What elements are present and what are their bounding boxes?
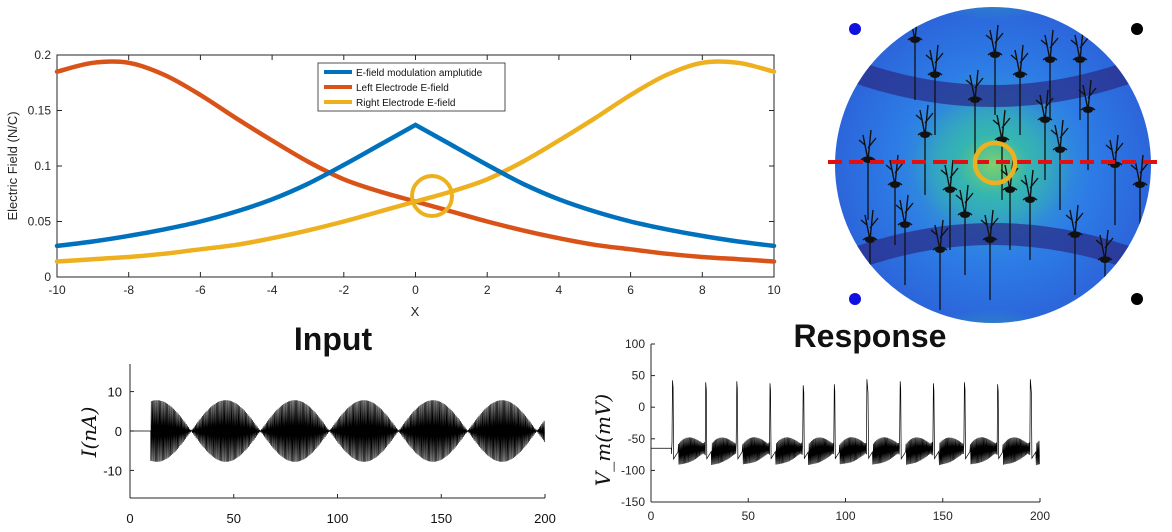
neuron-soma: [890, 182, 900, 188]
disk-marker-ring: [972, 140, 1018, 186]
field-series: [54, 59, 777, 264]
field-xtick-label: 8: [699, 283, 706, 297]
input-ylabel: I(nA): [77, 407, 101, 459]
response-ytick-label: -100: [621, 463, 645, 477]
electrode-top-left: [849, 23, 861, 35]
field-disk-illustration: [828, 7, 1162, 323]
input-ytick-label: 0: [115, 424, 122, 439]
neuron-soma: [865, 237, 875, 243]
input-ytick-label: 10: [108, 385, 122, 400]
neuron-soma: [945, 187, 955, 193]
electrode-bottom-left: [849, 293, 861, 305]
field-xtick-label: -6: [195, 283, 206, 297]
field-ylabel: Electric Field (N/C): [5, 111, 20, 220]
field-ytick-label: 0.15: [28, 104, 52, 118]
electrode-top-right: [1131, 23, 1143, 35]
neuron-soma: [910, 37, 920, 43]
neuron-soma: [1075, 57, 1085, 63]
response-heading: Response: [794, 318, 947, 354]
response-chart: 0 50 100 150 200 100 50 0 -50 -100 -150 V_m(mV): [591, 337, 1050, 523]
field-chart: -10 -8 -6 -4 -2 0 2 4 6 8 10 0 0.05 0.1 0.15 0.2 Electr…: [5, 48, 781, 319]
field-xtick-label: -4: [267, 283, 278, 297]
field-ytick-label: 0.1: [34, 159, 51, 173]
response-ytick-label: -50: [628, 432, 646, 446]
neuron-soma: [935, 247, 945, 253]
response-signal-line: [651, 379, 1040, 466]
field-xtick-label: 0: [412, 283, 419, 297]
input-xtick-label: 0: [126, 511, 133, 526]
field-xtick-label: 2: [484, 283, 491, 297]
neuron-soma: [990, 52, 1000, 58]
response-xtick-label: 150: [933, 509, 953, 523]
neuron-soma: [1015, 72, 1025, 78]
response-xtick-label: 0: [648, 509, 655, 523]
neuron-soma: [930, 72, 940, 78]
neuron-soma: [1070, 232, 1080, 238]
input-xtick-label: 200: [534, 511, 556, 526]
disk-bottom-hotspot: [898, 245, 1088, 323]
response-xtick-label: 200: [1030, 509, 1050, 523]
response-ticks: 0 50 100 150 200 100 50 0 -50 -100 -150: [621, 337, 1050, 523]
legend-label-left: Left Electrode E-field: [356, 83, 449, 94]
legend-label-modulation: E-field modulation amplutide: [356, 68, 483, 79]
neuron-soma: [1055, 147, 1065, 153]
disk-lower-trough: [835, 223, 1151, 279]
legend-label-right: Right Electrode E-field: [356, 98, 456, 109]
field-xtick-label: 4: [556, 283, 563, 297]
neuron-soma: [1045, 57, 1055, 63]
disk-upper-trough: [835, 51, 1151, 107]
field-ytick-label: 0.05: [28, 215, 52, 229]
input-xtick-label: 50: [227, 511, 241, 526]
field-xtick-label: -2: [338, 283, 349, 297]
neuron-soma: [920, 132, 930, 138]
field-xtick-label: 10: [767, 283, 781, 297]
electrode-bottom-right: [1131, 293, 1143, 305]
field-series-line-0: [54, 122, 777, 249]
input-xtick-label: 100: [327, 511, 349, 526]
neuron-soma: [1040, 117, 1050, 123]
response-ytick-label: -150: [621, 495, 645, 509]
neuron-soma: [970, 97, 980, 103]
field-xtick-label: 6: [627, 283, 634, 297]
response-ytick-label: 100: [625, 337, 645, 351]
disk-top-hotspot: [898, 7, 1088, 85]
neuron-soma: [1083, 107, 1093, 113]
neuron-soma: [1100, 257, 1110, 263]
neuron-soma: [960, 212, 970, 218]
field-ytick-label: 0.2: [34, 48, 51, 62]
input-signal-line: [130, 400, 546, 462]
field-xtick-label: -10: [48, 283, 66, 297]
neuron-soma: [1025, 197, 1035, 203]
response-ylabel: V_m(mV): [591, 394, 615, 486]
neuron-soma: [900, 222, 910, 228]
neuron-soma: [1135, 182, 1145, 188]
input-ytick-label: -10: [103, 463, 122, 478]
neuron-soma: [985, 237, 995, 243]
response-xtick-label: 100: [835, 509, 855, 523]
field-ytick-label: 0: [44, 270, 51, 284]
neuron-soma: [1005, 187, 1015, 193]
neuron-population: [858, 9, 1149, 320]
response-ytick-label: 50: [632, 369, 646, 383]
field-ticks: -10 -8 -6 -4 -2 0 2 4 6 8 10 0 0.05 0.1 0.15 0.2: [28, 48, 781, 297]
input-heading: Input: [294, 321, 373, 357]
field-xlabel: X: [411, 304, 420, 319]
input-xtick-label: 150: [430, 511, 452, 526]
crossing-marker-ring: [410, 174, 454, 218]
response-ytick-label: 0: [638, 400, 645, 414]
field-legend: E-field modulation amplutide Left Electr…: [317, 62, 506, 112]
field-xtick-label: -8: [123, 283, 134, 297]
field-series-line-2: [54, 59, 777, 264]
response-xtick-label: 50: [742, 509, 756, 523]
